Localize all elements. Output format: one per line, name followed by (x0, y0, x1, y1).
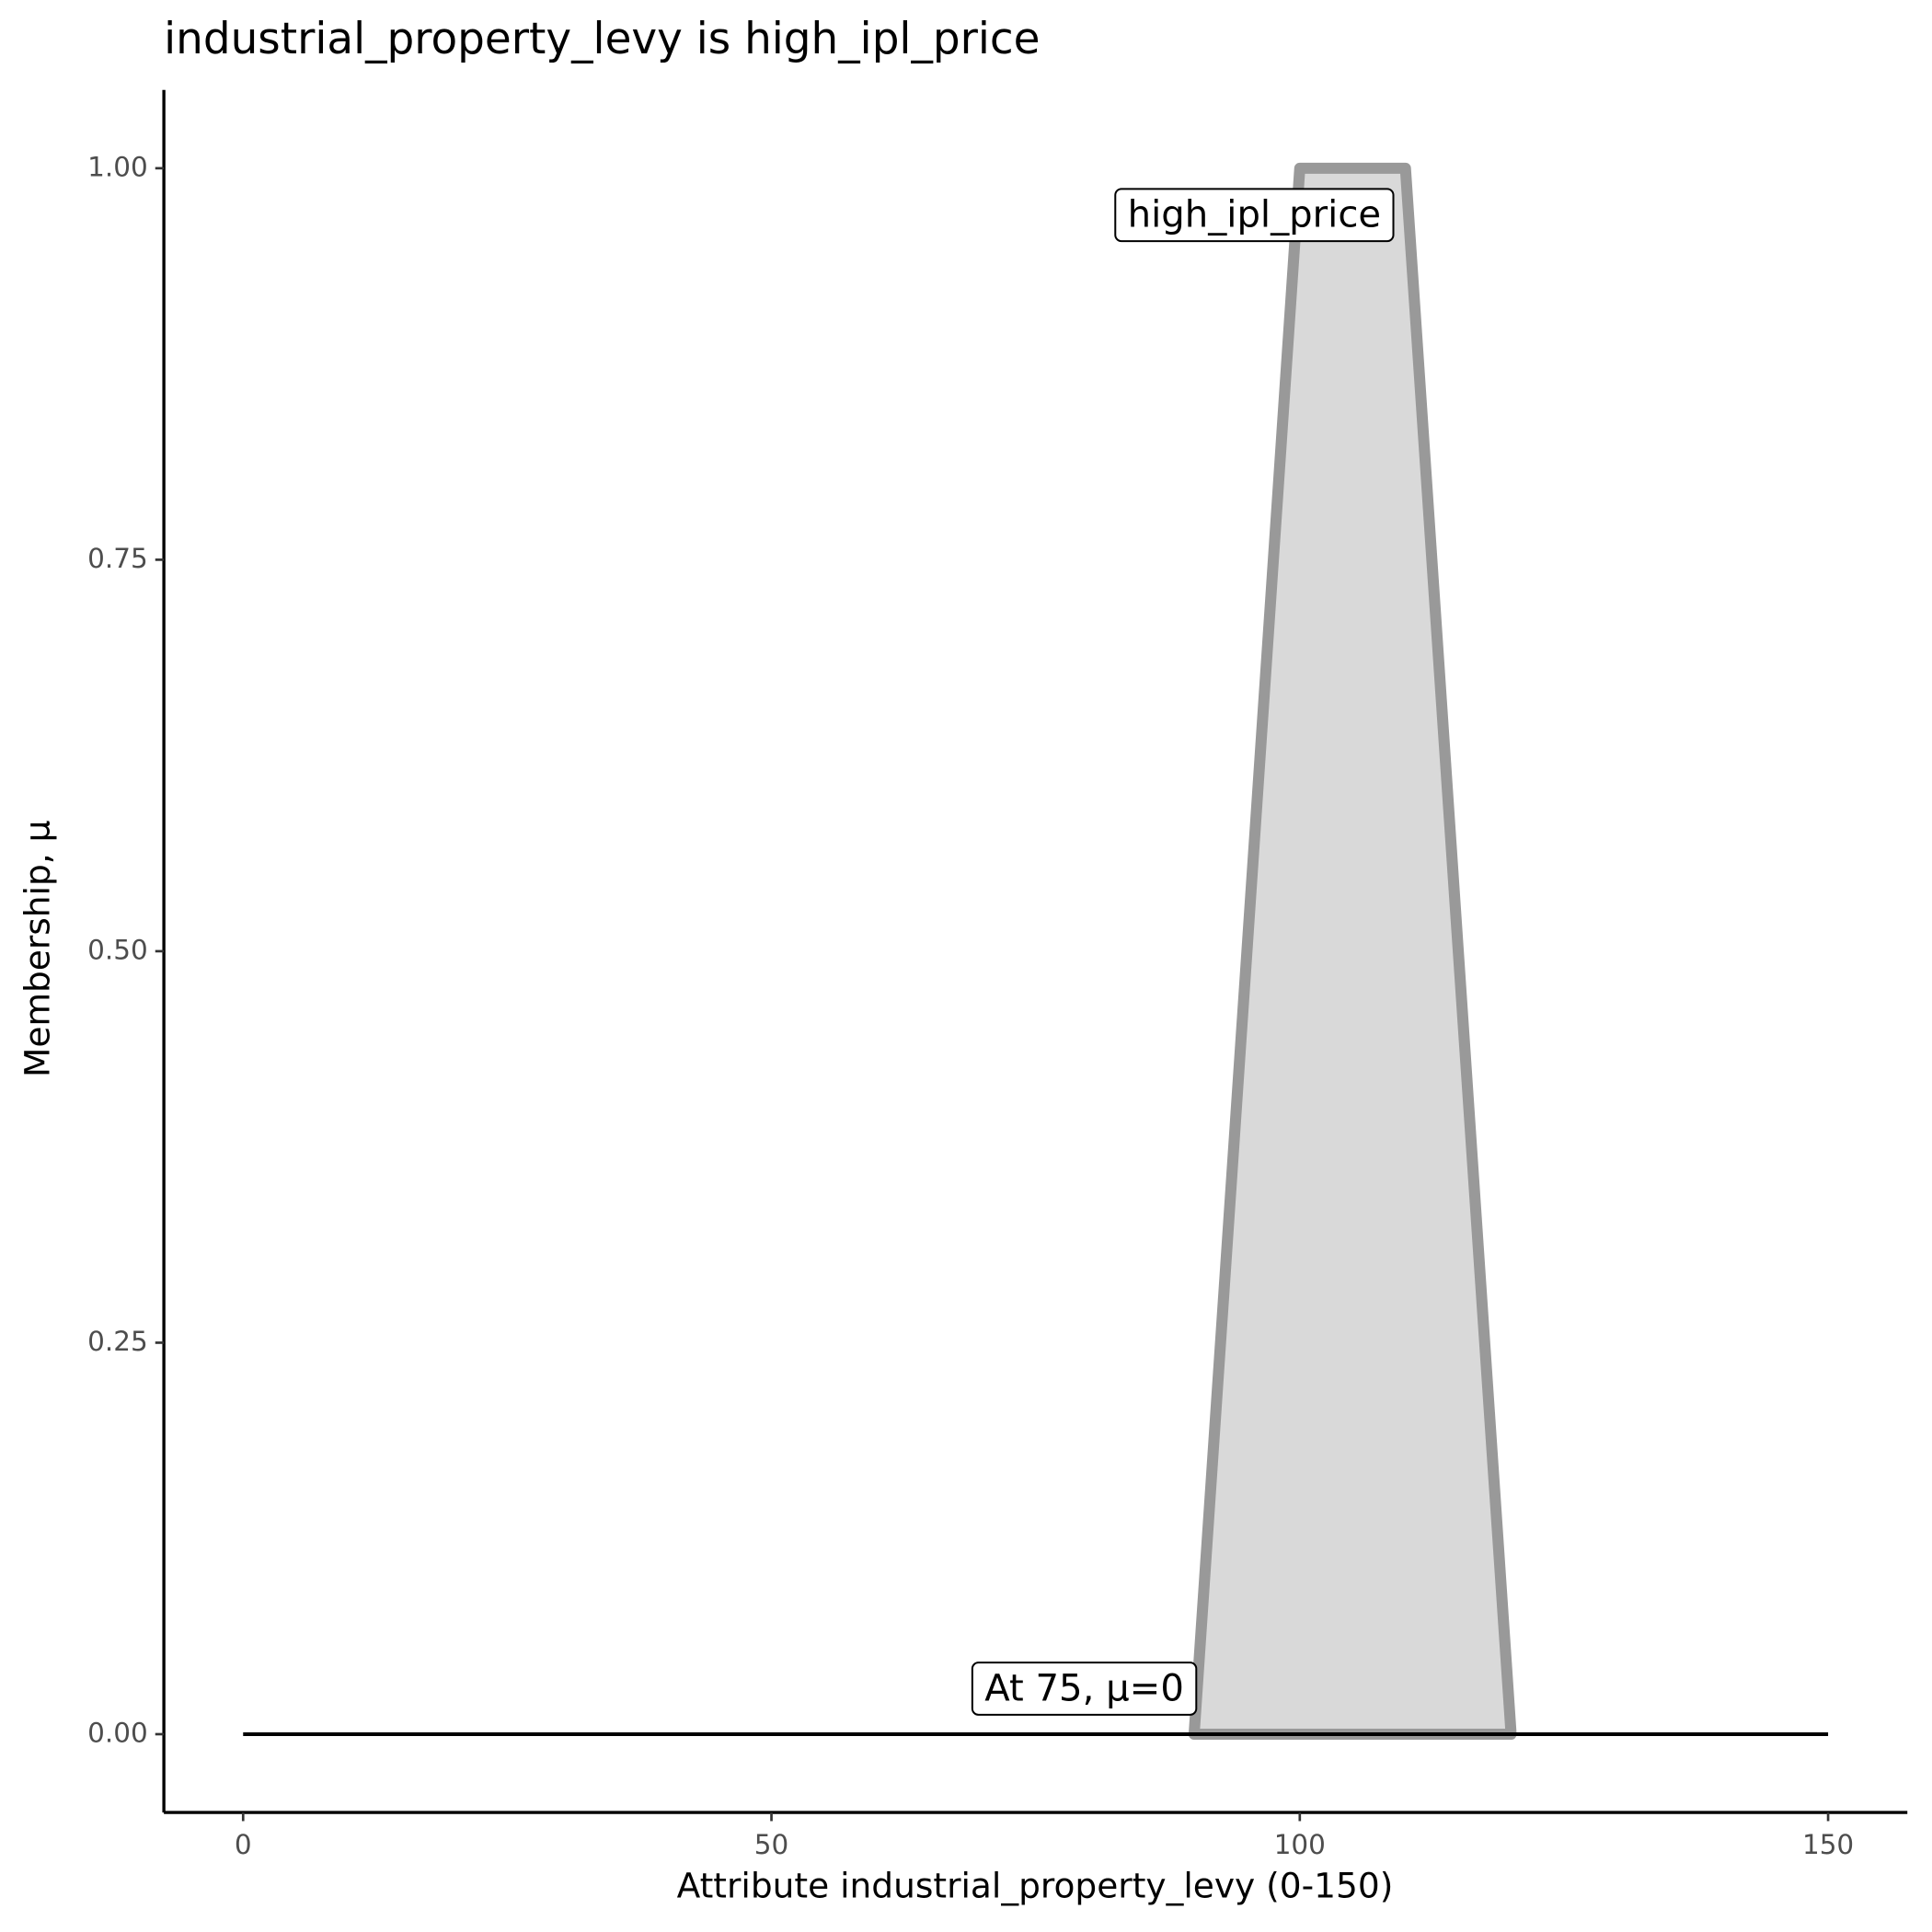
annotation-box (971, 1662, 1198, 1716)
y-tick-label: 0.00 (87, 1717, 148, 1748)
y-tick-label: 0.50 (87, 934, 148, 965)
membership-area (1188, 162, 1517, 1741)
x-axis-title: Attribute industrial_property_levy (0-15… (677, 1865, 1394, 1905)
y-axis-title: Membership, μ (17, 821, 57, 1077)
x-tick-label: 150 (1802, 1829, 1854, 1860)
annotation: At 75, μ=0 (984, 1668, 1184, 1710)
y-tick-label: 1.00 (87, 151, 148, 182)
y-tick-label: 0.25 (87, 1326, 148, 1357)
x-tick-label: 50 (754, 1829, 788, 1860)
y-tick-label: 0.75 (87, 543, 148, 574)
chart-title: industrial_property_levy is high_ipl_pri… (164, 14, 1040, 64)
x-tick-label: 100 (1274, 1829, 1326, 1860)
series-label-box (1114, 188, 1395, 243)
x-tick-label: 0 (235, 1829, 252, 1860)
series-label: high_ipl_price (1128, 194, 1381, 236)
